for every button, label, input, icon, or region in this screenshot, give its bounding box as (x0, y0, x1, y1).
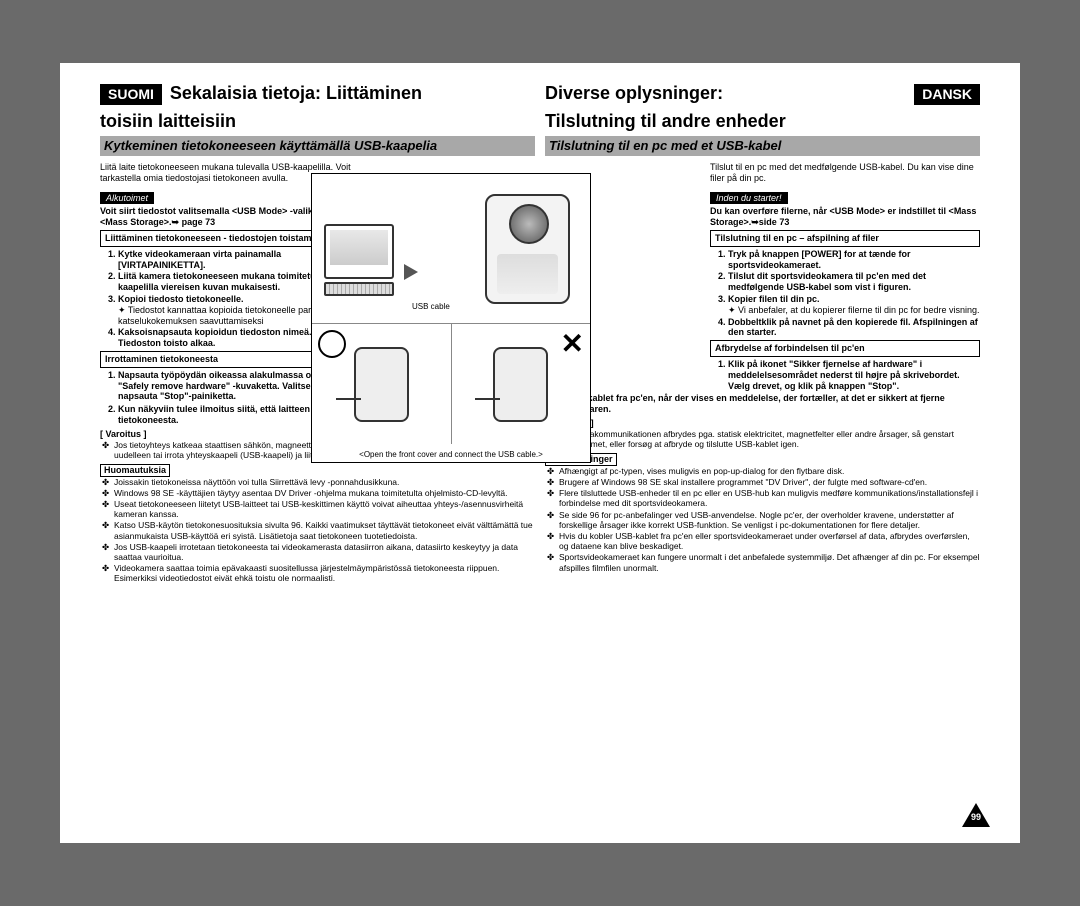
right-inden-label: Inden du starter! (710, 192, 788, 205)
step: Klik på ikonet "Sikker fjernelse af hard… (728, 359, 960, 391)
note-item: Windows 98 SE -käyttäjien täytyy asentaa… (114, 488, 535, 498)
right-usbmode: Du kan overføre filerne, når <USB Mode> … (710, 206, 980, 228)
right-bem: Afhængigt af pc-typen, vises muligvis en… (545, 466, 980, 573)
note-item: Joissakin tietokoneissa näyttöön voi tul… (114, 477, 535, 487)
note-item: Se side 96 for pc-anbefalinger ved USB-a… (559, 510, 980, 530)
note-item: Hvis du kobler USB-kablet fra pc'en elle… (559, 531, 980, 551)
right-title-b: Tilslutning til andre enheder (545, 111, 980, 133)
usb-label: USB cable (412, 302, 450, 312)
right-title-a: Diverse oplysninger: (545, 83, 723, 105)
ok-icon (318, 330, 346, 358)
right-column: Diverse oplysninger: DANSK Tilslutning t… (545, 83, 980, 823)
arrow-icon (404, 264, 418, 280)
right-intro: Tilslut til en pc med det medfølgende US… (710, 162, 980, 184)
note-item: Flere tilsluttede USB-enheder til en pc … (559, 488, 980, 508)
right-box2: Afbrydelse af forbindelsen til pc'en (710, 340, 980, 357)
right-advarsel: Hvis datakommunikationen afbrydes pga. s… (545, 429, 980, 449)
left-huom: Joissakin tietokoneissa näyttöön voi tul… (100, 477, 535, 584)
page-number: 99 (962, 812, 990, 823)
right-box1: Tilslutning til en pc – afspilning af fi… (710, 230, 980, 247)
left-column: SUOMI Sekalaisia tietoja: Liittäminen to… (100, 83, 535, 823)
note-item: Sportsvideokameraet kan fungere unormalt… (559, 552, 980, 572)
figure-caption: <Open the front cover and connect the US… (312, 450, 590, 460)
left-alkutoimet-label: Alkutoimet (100, 192, 154, 205)
lang-badge-fi: SUOMI (100, 84, 162, 105)
note-item: Katso USB-käytön tietokonesuosituksia si… (114, 520, 535, 540)
manual-page: SUOMI Sekalaisia tietoja: Liittäminen to… (60, 63, 1020, 843)
keyboard-icon (324, 282, 394, 296)
step: Kopioi tiedosto tietokoneelle. (118, 294, 244, 304)
note-item: Useat tietokoneeseen liitetyt USB-laitte… (114, 499, 535, 519)
note-item: Jos USB-kaapeli irrotetaan tietokoneesta… (114, 542, 535, 562)
note-item: Afhængigt af pc-typen, vises muligvis en… (559, 466, 980, 476)
note-item: Hvis datakommunikationen afbrydes pga. s… (559, 429, 980, 449)
left-huom-label: Huomautuksia (100, 464, 170, 477)
page-number-badge: 99 (962, 803, 990, 831)
pc-icon (324, 224, 394, 279)
step-sub: ✦ Vi anbefaler, at du kopierer filerne t… (728, 305, 980, 316)
step: Dobbeltklik på navnet på den kopierede f… (728, 317, 978, 338)
mini-cam-icon (493, 347, 548, 422)
right-steps1: Tryk på knappen [POWER] for at tænde for… (710, 249, 980, 338)
step: Napsauta työpöydän oikeassa alakulmassa … (118, 370, 341, 402)
left-subtitle: Kytkeminen tietokoneeseen käyttämällä US… (100, 136, 535, 156)
camera-icon (485, 194, 570, 304)
figure: USB cable ✕ <Open the front cover and co… (311, 173, 591, 463)
step: Kopier filen til din pc. (728, 294, 820, 304)
step: Kaksoisnapsauta kopioidun tiedoston nime… (118, 327, 312, 348)
step: Tryk på knappen [POWER] for at tænde for… (728, 249, 911, 270)
step: Tilslut dit sportsvideokamera til pc'en … (728, 271, 926, 292)
mini-cam-icon (354, 347, 409, 422)
right-subtitle: Tilslutning til en pc med et USB-kabel (545, 136, 980, 156)
left-title-b: toisiin laitteisiin (100, 111, 535, 133)
right-steps2: Klik på ikonet "Sikker fjernelse af hard… (710, 359, 980, 391)
note-item: Videokamera saattaa toimia epävakaasti s… (114, 563, 535, 583)
right-advarsel-label: [ Advarsel ] (545, 418, 980, 429)
right-steps2b: Fjern kablet fra pc'en, når der vises en… (545, 393, 980, 415)
lang-badge-da: DANSK (914, 84, 980, 105)
left-title-a: Sekalaisia tietoja: Liittäminen (170, 83, 422, 105)
step: Fjern kablet fra pc'en, når der vises en… (563, 393, 945, 414)
x-icon: ✕ (561, 330, 584, 358)
step: Kytke videokameraan virta painamalla [VI… (118, 249, 281, 270)
note-item: Brugere af Windows 98 SE skal installere… (559, 477, 980, 487)
